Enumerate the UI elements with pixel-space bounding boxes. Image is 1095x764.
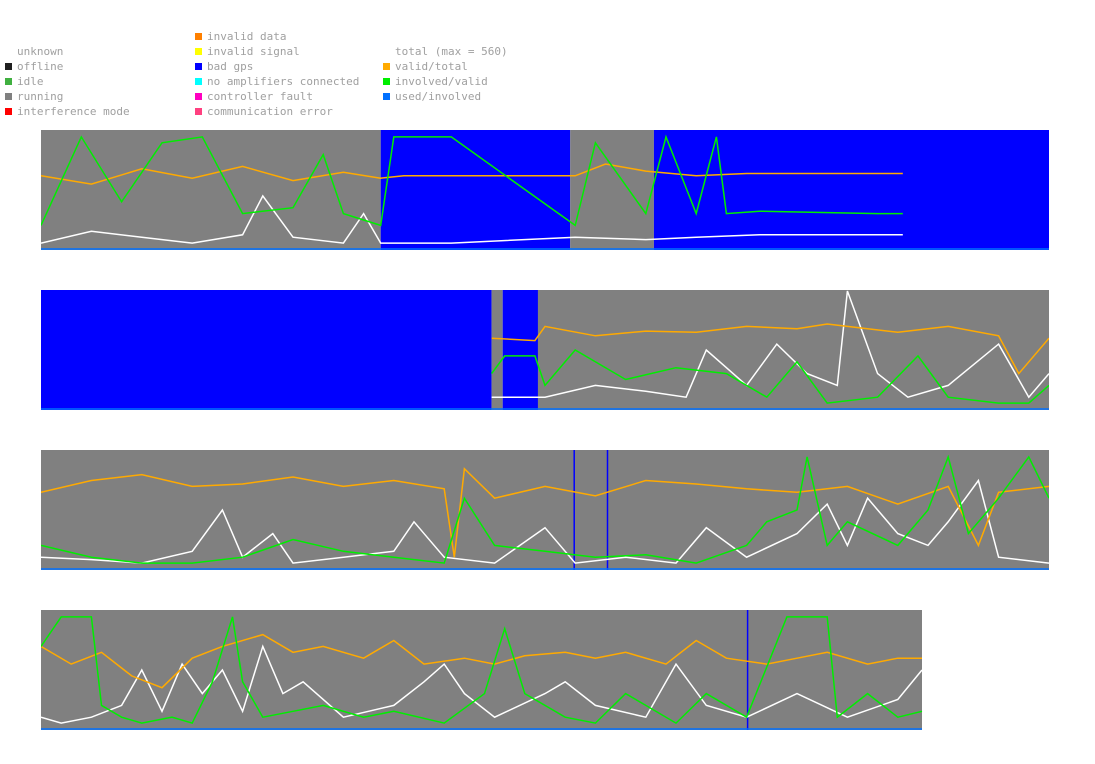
legend-swatch	[5, 108, 12, 115]
legend-errors: invalid data invalid signal bad gps no ampl…	[195, 29, 359, 119]
legend-swatch	[195, 78, 202, 85]
legend-swatch	[383, 63, 390, 70]
chart-strip-1	[41, 130, 1049, 250]
legend-label: running	[17, 90, 64, 103]
legend-item: no amplifiers connected	[195, 74, 359, 89]
status-segment	[653, 130, 1049, 250]
series-line-valid-total	[41, 633, 922, 689]
legend-swatch	[195, 63, 202, 70]
legend-label: communication error	[207, 105, 333, 118]
legend-label: total (max = 560)	[395, 45, 508, 58]
legend-swatch	[383, 93, 390, 100]
series-line-involved-valid	[490, 349, 1049, 404]
chart-strip-3	[41, 450, 1049, 570]
status-segment	[537, 290, 1049, 410]
legend-item: used/involved	[383, 89, 508, 104]
legend-item: running	[5, 89, 130, 104]
legend-swatch	[383, 48, 390, 55]
legend-swatch	[383, 78, 390, 85]
series-line-involved-valid	[41, 454, 1049, 564]
status-segment	[502, 290, 538, 410]
legend-item: involved/valid	[383, 74, 508, 89]
legend: unknown offline idle running interference mo…	[0, 0, 1095, 125]
legend-swatch	[195, 48, 202, 55]
legend-item: unknown	[5, 44, 130, 59]
legend-label: involved/valid	[395, 75, 488, 88]
legend-item: invalid signal	[195, 44, 359, 59]
series-line-total	[41, 478, 1049, 564]
legend-item: total (max = 560)	[383, 44, 508, 59]
series-line-total	[41, 194, 903, 244]
chart-strip-2	[41, 290, 1049, 410]
legend-swatch	[195, 33, 202, 40]
legend-label: idle	[17, 75, 44, 88]
legend-label: controller fault	[207, 90, 313, 103]
legend-label: no amplifiers connected	[207, 75, 360, 88]
legend-label: used/involved	[395, 90, 482, 103]
status-segment	[41, 130, 381, 250]
series-line-involved-valid	[41, 134, 903, 227]
status-segment	[41, 450, 1049, 570]
legend-item: interference mode	[5, 104, 130, 119]
legend-item: valid/total	[383, 59, 508, 74]
status-segment	[570, 130, 654, 250]
legend-item: invalid data	[195, 29, 359, 44]
legend-label: valid/total	[395, 60, 468, 73]
series-line-valid-total	[41, 467, 1049, 558]
series-line-valid-total	[491, 323, 1049, 375]
legend-swatch	[195, 108, 202, 115]
legend-item: communication error	[195, 104, 359, 119]
legend-item: controller fault	[195, 89, 359, 104]
legend-label: interference mode	[17, 105, 130, 118]
legend-label: invalid data	[207, 30, 287, 43]
legend-item: offline	[5, 59, 130, 74]
legend-label: invalid signal	[207, 45, 300, 58]
status-segment	[41, 290, 492, 410]
status-segment	[491, 290, 503, 410]
legend-label: unknown	[17, 45, 64, 58]
legend-status: unknown offline idle running interference mo…	[5, 44, 130, 119]
series-line-valid-total	[41, 163, 903, 185]
series-line-total	[41, 644, 923, 724]
series-line-involved-valid	[41, 616, 923, 725]
legend-item: idle	[5, 74, 130, 89]
series-line-total	[491, 290, 1049, 399]
legend-swatch	[5, 48, 12, 55]
legend-swatch	[195, 93, 202, 100]
status-segment	[380, 130, 571, 250]
legend-label: offline	[17, 60, 64, 73]
legend-item: bad gps	[195, 59, 359, 74]
chart-strip-4	[41, 610, 923, 730]
legend-label: bad gps	[207, 60, 254, 73]
legend-swatch	[5, 93, 12, 100]
legend-swatch	[5, 78, 12, 85]
legend-ratios: total (max = 560) valid/total involved/val…	[383, 44, 508, 104]
status-segment	[41, 610, 922, 730]
legend-swatch	[5, 63, 12, 70]
